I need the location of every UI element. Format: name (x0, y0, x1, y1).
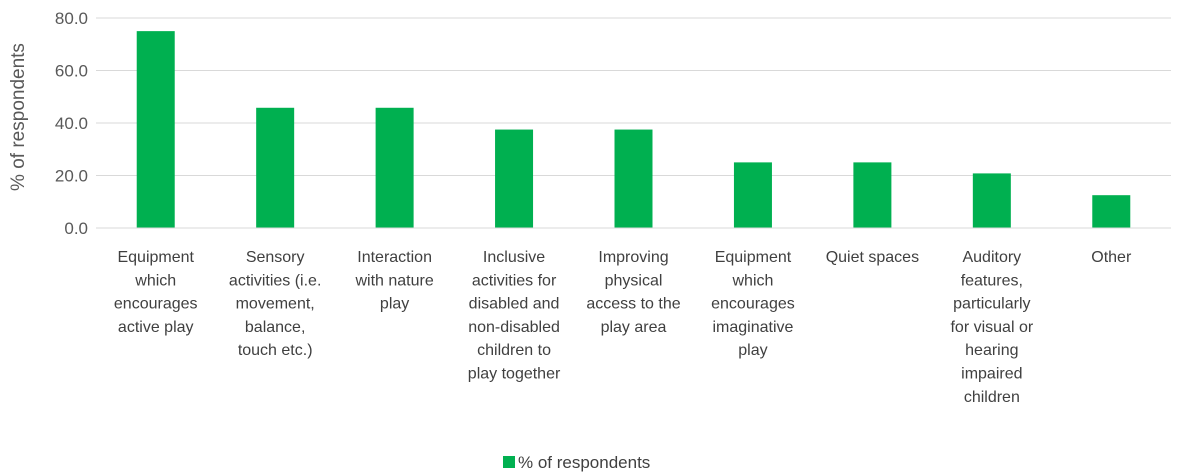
category-label-line: imaginative (712, 319, 793, 336)
category-label-line: touch etc.) (238, 342, 313, 359)
category-label-line: children (964, 389, 1020, 406)
bar (733, 162, 772, 228)
category-label-line: play area (601, 319, 667, 336)
bar (256, 107, 295, 228)
category-label-line: play together (468, 366, 561, 383)
y-tick-label: 60.0 (55, 62, 88, 81)
y-axis-ticks: 0.0 20.0 40.0 60.0 80.0 (55, 9, 88, 238)
category-label: Improving physical access to the play area (586, 249, 680, 336)
category-label-line: balance, (245, 319, 306, 336)
category-label: Equipment which encourages imaginative play (711, 249, 795, 359)
category-label-line: play (380, 296, 409, 313)
category-label-line: Equipment (117, 249, 194, 266)
y-tick-label: 40.0 (55, 114, 88, 133)
category-labels: Equipment which encourages active play Senso… (114, 249, 1132, 406)
category-label-line: Inclusive (483, 249, 545, 266)
bar (375, 107, 414, 228)
category-label-line: Sensory (246, 249, 305, 266)
category-label: Inclusive activities for disabled and non-d… (468, 249, 561, 383)
category-label: Quiet spaces (826, 249, 919, 266)
category-label-line: features, (961, 272, 1023, 289)
category-label-line: physical (605, 272, 663, 289)
category-label: Auditory features, particularly for visual … (950, 249, 1033, 406)
category-label-line: for visual or (950, 319, 1033, 336)
bar (972, 173, 1011, 228)
category-label-line: Other (1091, 249, 1132, 266)
y-tick-label: 20.0 (55, 167, 88, 186)
category-label-line: Auditory (962, 249, 1021, 266)
category-label: Equipment which encourages active play (114, 249, 198, 336)
y-axis-title: % of respondents (8, 43, 29, 191)
bar (136, 31, 175, 228)
category-label-line: impaired (961, 366, 1022, 383)
category-label-line: disabled and (469, 296, 560, 313)
category-label-line: with nature (354, 272, 433, 289)
bar (614, 129, 653, 228)
category-label-line: activities (i.e. (229, 272, 321, 289)
y-tick-label: 0.0 (64, 219, 88, 238)
bar (495, 129, 534, 228)
bar (853, 162, 892, 228)
bar (1092, 195, 1131, 228)
category-label-line: which (134, 272, 176, 289)
category-label-line: non-disabled (468, 319, 560, 336)
category-label-line: encourages (114, 296, 198, 313)
category-label-line: which (731, 272, 773, 289)
legend-label: % of respondents (518, 453, 650, 472)
category-label: Other (1091, 249, 1132, 266)
category-label-line: Interaction (357, 249, 432, 266)
category-label-line: encourages (711, 296, 795, 313)
category-label-line: Equipment (715, 249, 792, 266)
category-label: Sensory activities (i.e. movement, balance,… (229, 249, 321, 359)
category-label-line: particularly (953, 296, 1030, 313)
category-label-line: children to (477, 342, 551, 359)
category-label-line: Quiet spaces (826, 249, 919, 266)
category-label-line: access to the (586, 296, 680, 313)
bars (136, 31, 1131, 228)
category-label-line: hearing (965, 342, 1018, 359)
legend-swatch (503, 456, 515, 468)
category-label-line: activities for (472, 272, 557, 289)
legend: % of respondents (503, 453, 650, 472)
category-label-line: play (738, 342, 767, 359)
category-label-line: Improving (598, 249, 668, 266)
category-label: Interaction with nature play (354, 249, 433, 313)
y-tick-label: 80.0 (55, 9, 88, 28)
category-label-line: movement, (236, 296, 315, 313)
category-label-line: active play (118, 319, 194, 336)
